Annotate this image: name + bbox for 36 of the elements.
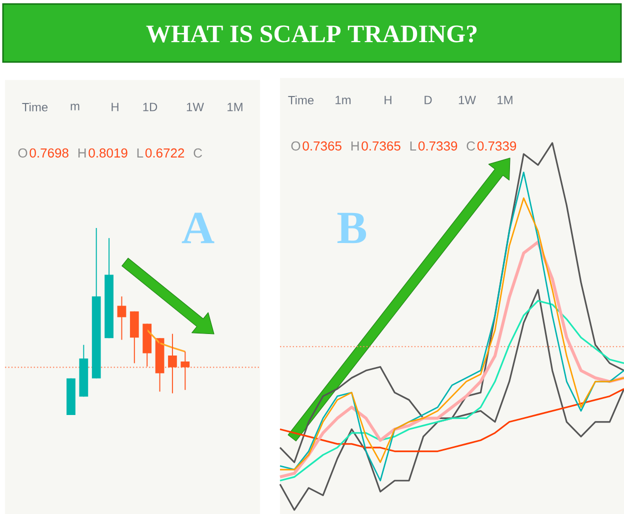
text: L: [137, 148, 144, 158]
annotation: B: [337, 212, 366, 244]
candlestick: [180, 351, 190, 390]
text: 1W: [186, 102, 204, 112]
text: 1M: [228, 102, 242, 112]
text: 0.7698: [30, 148, 68, 158]
text: 0.6722: [145, 148, 184, 158]
annotation: 0.7365: [302, 141, 342, 151]
annotation: H: [351, 142, 359, 150]
text: O: [18, 148, 28, 158]
text: Time: [22, 102, 48, 112]
candlestick: [168, 333, 177, 394]
text: 0.8019: [88, 148, 128, 158]
text: 1W: [458, 96, 476, 104]
candlestick: [104, 238, 114, 339]
annotation: 0.7339: [418, 141, 458, 151]
annotation: C: [466, 141, 476, 151]
text: Time: [288, 96, 314, 104]
candlestick: [79, 344, 88, 398]
annotation: A: [182, 212, 214, 244]
text: D: [424, 96, 432, 104]
annotation: 0.7365: [362, 141, 400, 151]
text: C: [194, 148, 202, 158]
text: H: [384, 96, 392, 104]
text: WHAT IS SCALP TRADING?: [146, 26, 477, 42]
candlestick: [66, 378, 76, 416]
candlestick: [92, 227, 101, 379]
text: 1M: [498, 96, 512, 104]
text: 1D: [143, 102, 158, 112]
annotation: L: [410, 142, 416, 150]
annotation: O: [291, 141, 300, 151]
text: H: [78, 148, 86, 158]
text: H: [112, 102, 118, 112]
text: m: [70, 104, 80, 110]
annotation: 0.7339: [477, 141, 516, 151]
text: 1m: [336, 96, 351, 104]
